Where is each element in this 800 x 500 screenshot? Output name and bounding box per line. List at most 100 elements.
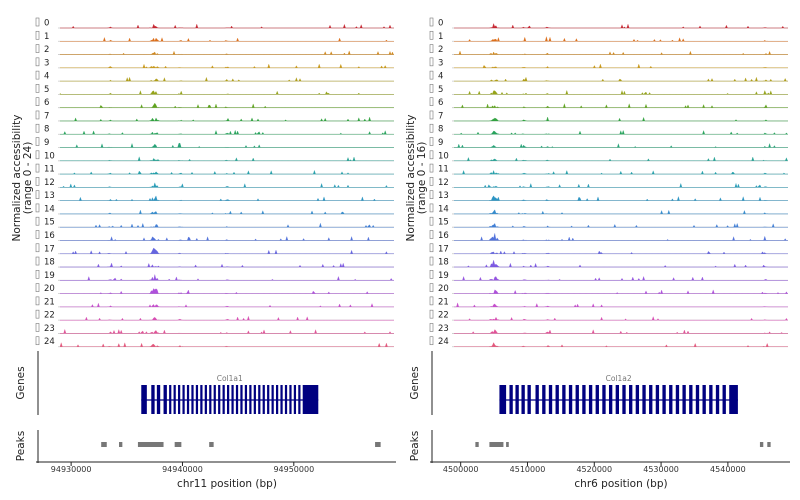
gene-exon bbox=[258, 385, 261, 414]
gene-exon bbox=[568, 385, 573, 414]
track-label: 23 bbox=[438, 324, 449, 334]
track-label: 8 bbox=[438, 125, 443, 135]
gene-exon bbox=[695, 385, 700, 414]
coverage-area bbox=[59, 274, 395, 281]
track-label: 22 bbox=[438, 311, 449, 321]
track-label: 14 bbox=[44, 204, 55, 214]
track-scale-marker bbox=[429, 309, 434, 319]
coverage-area bbox=[59, 235, 395, 241]
gene-exon bbox=[156, 385, 161, 414]
peak-region bbox=[119, 442, 123, 447]
track-label: 22 bbox=[44, 311, 55, 321]
track-scale-marker bbox=[429, 323, 434, 332]
gene-exon bbox=[262, 385, 265, 414]
track-label: 4 bbox=[44, 72, 49, 82]
gene-exon bbox=[642, 385, 646, 414]
gene-exon bbox=[169, 385, 172, 414]
genes-label: Genes bbox=[15, 366, 27, 399]
peak-region bbox=[137, 442, 164, 447]
track-scale-marker bbox=[429, 216, 434, 226]
coverage-area bbox=[453, 50, 789, 55]
coverage-area bbox=[59, 169, 395, 175]
gene-exon bbox=[608, 385, 613, 414]
gene-exon bbox=[218, 385, 221, 414]
track-scale-marker bbox=[35, 336, 40, 346]
gene-exon bbox=[271, 385, 274, 414]
x-tick-label: 4520000 bbox=[576, 465, 612, 474]
y-axis-label-line: Normalized accessibility bbox=[405, 115, 417, 242]
track-label: 16 bbox=[44, 231, 55, 241]
track-label: 15 bbox=[44, 218, 55, 228]
track-label: 13 bbox=[44, 191, 55, 201]
track-label: 9 bbox=[438, 138, 443, 148]
x-tick-label: 94950000 bbox=[273, 465, 314, 474]
track-label: 19 bbox=[438, 271, 449, 281]
coverage-area bbox=[453, 116, 789, 122]
gene-exon bbox=[284, 385, 288, 414]
gene-exon bbox=[689, 385, 693, 414]
gene-exon bbox=[209, 385, 212, 414]
gene-exon bbox=[173, 385, 176, 414]
gene-exon bbox=[253, 385, 256, 414]
track-label: 10 bbox=[438, 151, 449, 161]
gene-exon bbox=[222, 385, 225, 414]
coverage-area bbox=[453, 329, 789, 334]
coverage-area bbox=[453, 76, 789, 82]
track-label: 14 bbox=[438, 204, 449, 214]
gene-name-label: Col1a1 bbox=[217, 374, 243, 383]
track-scale-marker bbox=[35, 177, 40, 186]
coverage-area bbox=[59, 262, 395, 268]
track-scale-marker bbox=[35, 243, 40, 253]
track-label: 9 bbox=[44, 138, 49, 148]
track-label: 13 bbox=[438, 191, 449, 201]
gene-exon bbox=[575, 385, 579, 414]
gene-exon bbox=[178, 385, 181, 414]
coverage-area bbox=[453, 63, 789, 68]
gene-exon bbox=[535, 385, 539, 414]
gene-exon bbox=[499, 385, 507, 414]
track-label: 11 bbox=[44, 165, 55, 175]
track-scale-marker bbox=[429, 84, 434, 93]
track-label: 8 bbox=[44, 125, 49, 135]
peak-region bbox=[475, 442, 479, 447]
x-tick-label: 94940000 bbox=[162, 465, 203, 474]
track-label: 4 bbox=[438, 72, 443, 82]
track-label: 18 bbox=[438, 258, 449, 268]
y-axis-label-line: (range 0 - 24) bbox=[22, 142, 34, 215]
gene-exon bbox=[629, 385, 633, 414]
track-label: 6 bbox=[438, 98, 443, 108]
gene-exon bbox=[588, 385, 593, 414]
coverage-area bbox=[59, 76, 395, 82]
gene-exon bbox=[729, 385, 738, 414]
peak-region bbox=[101, 442, 107, 447]
gene-exon bbox=[289, 385, 292, 414]
track-label: 15 bbox=[438, 218, 449, 228]
track-scale-marker bbox=[35, 44, 40, 53]
peak-region bbox=[489, 442, 504, 447]
track-label: 1 bbox=[438, 32, 443, 42]
coverage-area bbox=[453, 233, 789, 241]
track-label: 2 bbox=[44, 45, 49, 55]
x-tick-label: 94930000 bbox=[51, 465, 92, 474]
track-label: 12 bbox=[44, 178, 55, 188]
track-scale-marker bbox=[429, 137, 434, 146]
coverage-area bbox=[453, 250, 789, 254]
peak-region bbox=[209, 442, 214, 447]
panel-chr6: Normalized accessibility (range 0 - 16) 0 1… bbox=[405, 17, 790, 490]
track-label: 3 bbox=[438, 58, 443, 68]
coverage-area bbox=[454, 23, 788, 29]
coverage-area bbox=[454, 89, 788, 95]
track-scale-marker bbox=[429, 203, 434, 213]
coverage-area bbox=[60, 222, 394, 228]
track-label: 0 bbox=[438, 19, 443, 29]
track-scale-marker bbox=[429, 150, 434, 160]
track-scale-marker bbox=[35, 30, 40, 40]
coverage-area bbox=[453, 129, 789, 135]
track-scale-marker bbox=[429, 283, 434, 292]
gene-exon bbox=[562, 385, 566, 414]
gene-exon bbox=[702, 385, 706, 414]
coverage-area bbox=[59, 315, 395, 321]
gene-exon bbox=[675, 385, 680, 414]
gene-exon bbox=[649, 385, 653, 414]
track-label: 12 bbox=[438, 178, 449, 188]
